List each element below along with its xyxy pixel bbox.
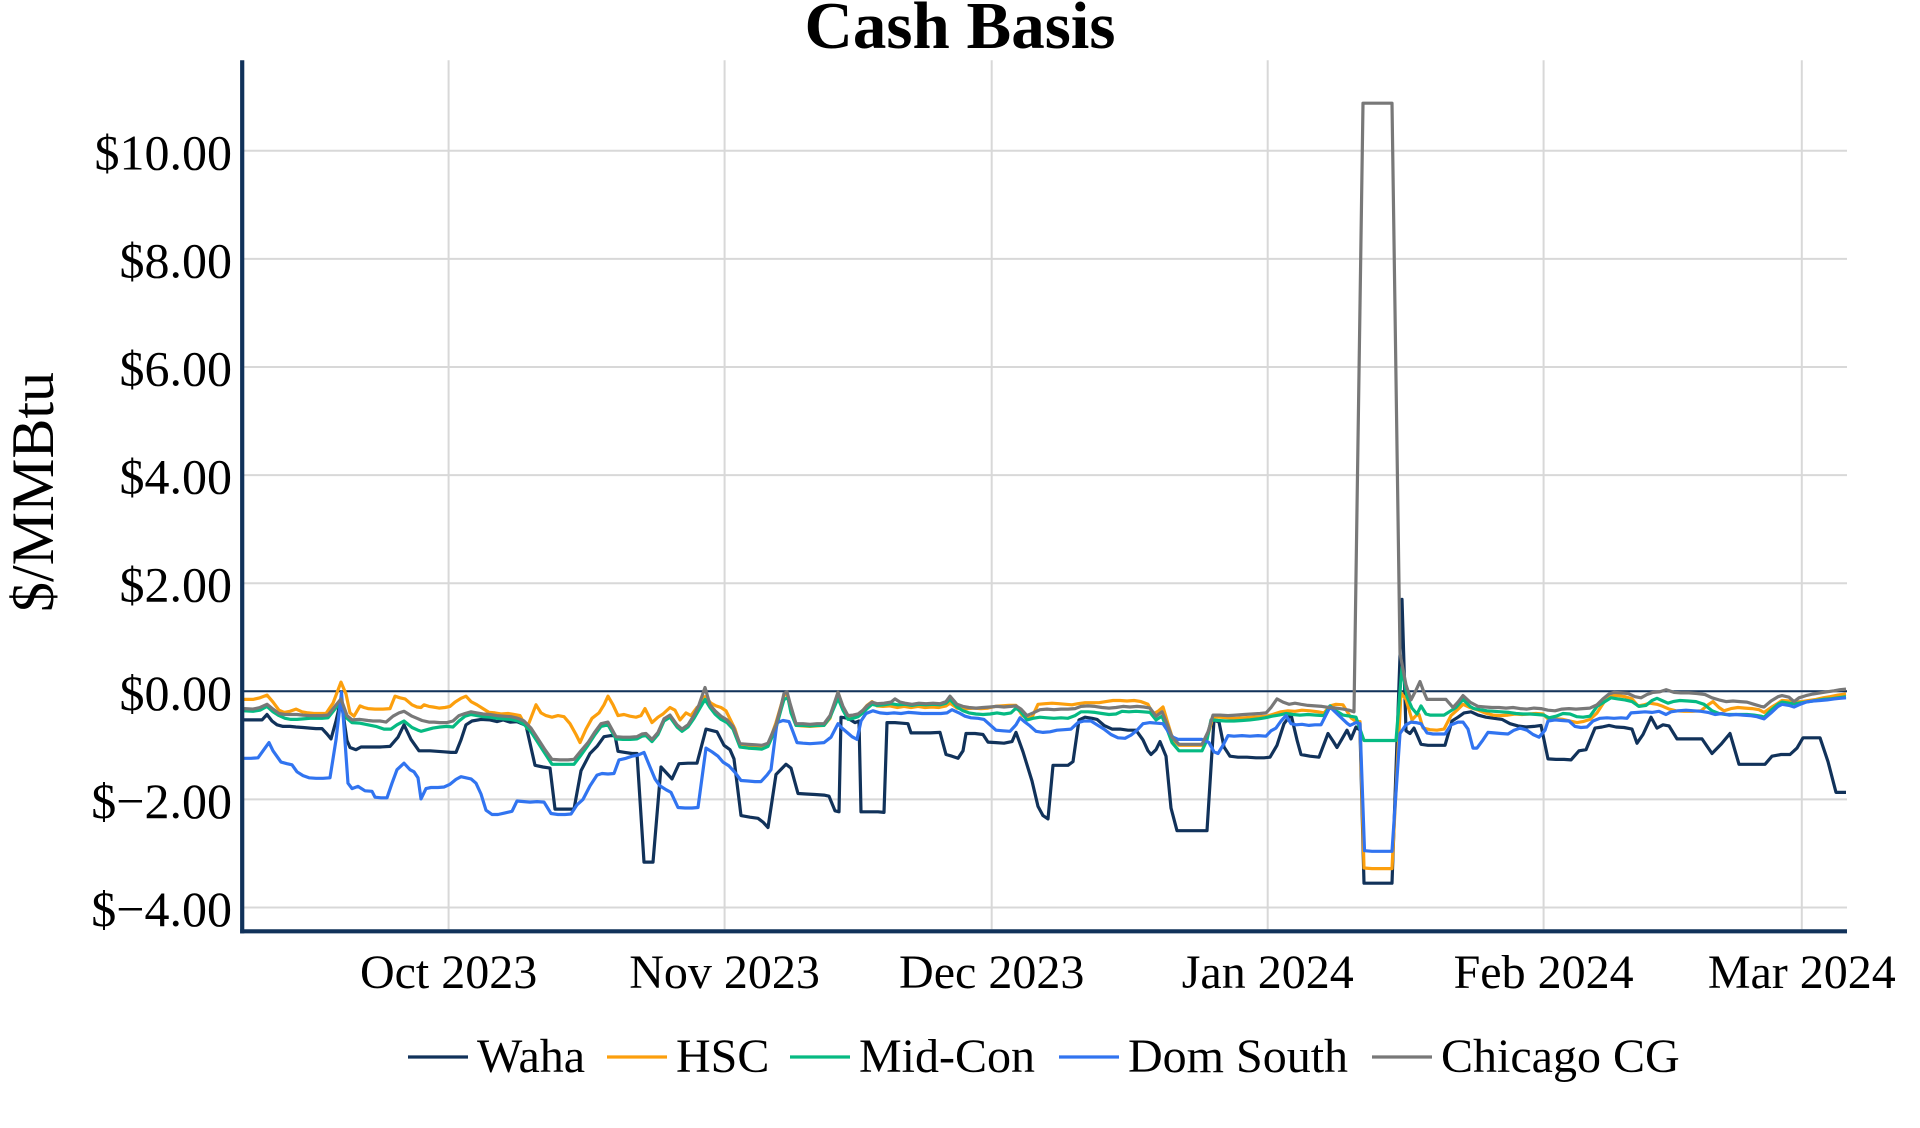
svg-text:$−4.00: $−4.00	[91, 881, 232, 937]
svg-text:Dec 2023: Dec 2023	[899, 946, 1084, 999]
svg-text:Oct 2023: Oct 2023	[360, 946, 537, 999]
svg-text:$−2.00: $−2.00	[91, 773, 232, 829]
svg-text:$10.00: $10.00	[95, 124, 233, 180]
svg-text:Jan 2024: Jan 2024	[1182, 946, 1354, 999]
svg-text:Waha: Waha	[477, 1030, 585, 1083]
svg-text:Mid-Con: Mid-Con	[859, 1030, 1035, 1083]
svg-text:$/MMBtu: $/MMBtu	[0, 372, 66, 612]
svg-text:$8.00: $8.00	[120, 232, 233, 288]
svg-text:Dom South: Dom South	[1128, 1030, 1348, 1083]
svg-text:$6.00: $6.00	[120, 341, 233, 397]
svg-text:Nov 2023: Nov 2023	[629, 946, 820, 999]
svg-text:Feb 2024: Feb 2024	[1454, 946, 1634, 999]
svg-text:Chicago CG: Chicago CG	[1441, 1030, 1680, 1083]
svg-text:HSC: HSC	[676, 1030, 769, 1083]
svg-text:$4.00: $4.00	[120, 449, 233, 505]
svg-text:$2.00: $2.00	[120, 557, 233, 613]
svg-text:$0.00: $0.00	[120, 665, 233, 721]
svg-text:Mar 2024: Mar 2024	[1708, 946, 1896, 999]
svg-text:Cash Basis: Cash Basis	[805, 0, 1116, 63]
